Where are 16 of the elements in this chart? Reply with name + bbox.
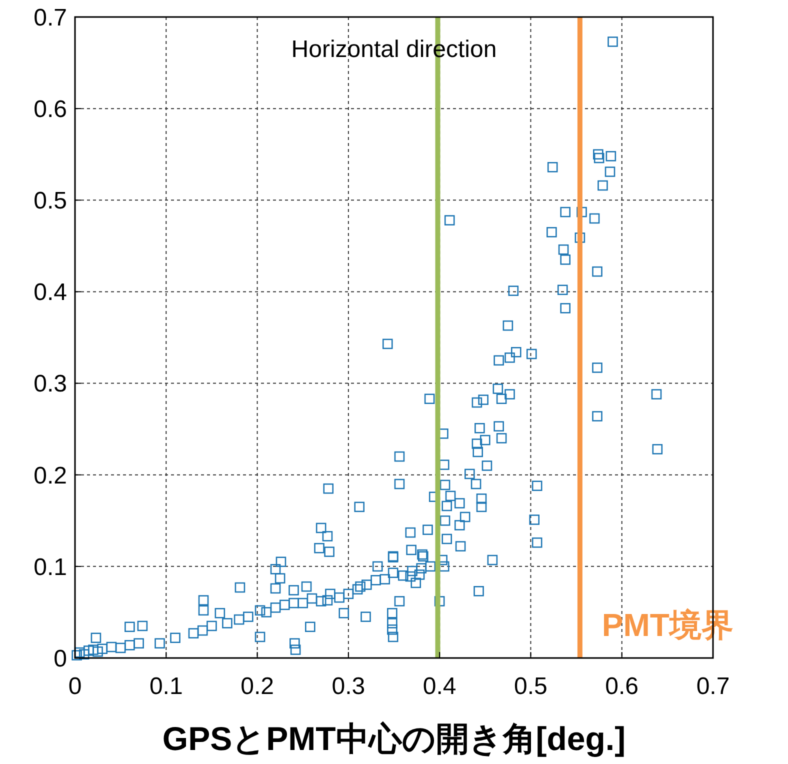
x-tick-label: 0.1 (149, 673, 183, 700)
y-tick-label: 0.1 (34, 554, 67, 581)
x-tick-label: 0.4 (422, 673, 456, 700)
y-tick-label: 0.3 (34, 370, 67, 398)
x-axis-title: GPSとPMT中心の開き角[deg.] (162, 720, 626, 757)
x-tick-label: 0.2 (240, 673, 274, 700)
y-tick-label: 0.6 (34, 96, 67, 123)
y-tick-label: 0.4 (34, 279, 67, 306)
x-tick-label: 0.7 (696, 673, 730, 700)
x-tick-label: 0.3 (332, 673, 366, 700)
y-tick-label: 0.5 (34, 188, 67, 215)
y-tick-label: 0 (54, 645, 67, 672)
y-tick-label: 0.7 (34, 4, 67, 32)
y-tick-label: 0.2 (34, 462, 67, 490)
x-tick-label: 0.6 (605, 673, 639, 700)
x-tick-label: 0.5 (514, 673, 548, 700)
